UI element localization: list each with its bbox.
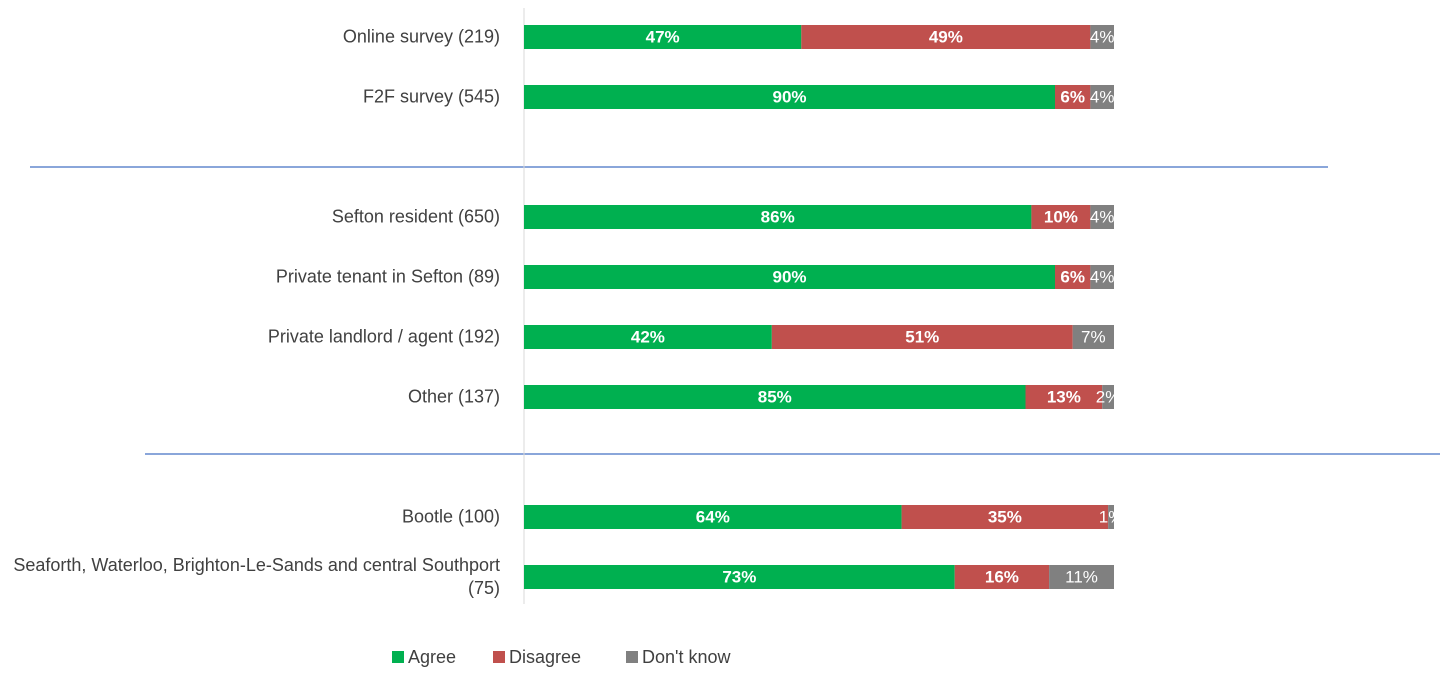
bar-segment xyxy=(1108,505,1114,529)
bar-segment xyxy=(1025,385,1103,409)
y-tick-label: Seaforth, Waterloo, Brighton-Le-Sands an… xyxy=(13,555,500,598)
bar-segment xyxy=(524,85,1055,109)
bar-segment xyxy=(1090,205,1114,229)
bar-segment xyxy=(1090,265,1114,289)
data-label: 11% xyxy=(1065,567,1098,586)
bar-segment xyxy=(524,325,772,349)
data-label: 16% xyxy=(985,567,1019,586)
y-tick-label: Sefton resident (650) xyxy=(331,206,500,227)
data-label: 47% xyxy=(646,27,680,46)
data-label: 1% xyxy=(1099,507,1124,526)
bar-segment xyxy=(1055,85,1091,109)
data-label: 42% xyxy=(631,327,665,346)
data-label: 73% xyxy=(722,567,756,586)
data-label: 64% xyxy=(696,507,730,526)
bar-segment xyxy=(901,505,1109,529)
legend-label: Don't know xyxy=(642,647,731,667)
legend-swatch xyxy=(493,651,505,663)
legend-swatch xyxy=(392,651,404,663)
data-label: 85% xyxy=(758,387,792,406)
legend-label: Disagree xyxy=(509,647,581,667)
y-tick-label: Private landlord / agent (192) xyxy=(267,326,500,347)
data-label: 6% xyxy=(1060,87,1085,106)
bar-segment xyxy=(1049,565,1114,589)
data-label: 51% xyxy=(905,327,939,346)
y-tick-label: Bootle (100) xyxy=(401,506,500,527)
data-label: 7% xyxy=(1081,327,1106,346)
y-tick-label: Private tenant in Sefton (89) xyxy=(275,266,500,287)
data-label: 2% xyxy=(1096,387,1121,406)
bar-segment xyxy=(1090,85,1114,109)
bar-segment xyxy=(524,205,1032,229)
data-label: 90% xyxy=(772,87,806,106)
bar-segment xyxy=(771,325,1073,349)
bar-segment xyxy=(1090,25,1114,49)
bar-segment xyxy=(524,25,802,49)
bar-segment xyxy=(524,385,1026,409)
data-label: 4% xyxy=(1090,27,1115,46)
y-tick-label: Online survey (219) xyxy=(342,26,500,47)
bar-segment xyxy=(1031,205,1091,229)
legend-label: Agree xyxy=(408,647,456,667)
y-tick-label: F2F survey (545) xyxy=(362,86,500,107)
data-label: 49% xyxy=(929,27,963,46)
data-label: 4% xyxy=(1090,207,1115,226)
bar-segment xyxy=(524,565,955,589)
legend-swatch xyxy=(626,651,638,663)
data-label: 35% xyxy=(988,507,1022,526)
data-label: 6% xyxy=(1060,267,1085,286)
data-label: 13% xyxy=(1047,387,1081,406)
bar-segment xyxy=(954,565,1050,589)
data-label: 90% xyxy=(772,267,806,286)
data-label: 86% xyxy=(761,207,795,226)
bar-segment xyxy=(1102,385,1114,409)
y-tick-label: Other (137) xyxy=(407,386,500,407)
data-label: 10% xyxy=(1044,207,1078,226)
bar-segment xyxy=(524,505,902,529)
bar-segment xyxy=(1072,325,1114,349)
bar-segment xyxy=(1055,265,1091,289)
bar-segment xyxy=(524,265,1055,289)
data-label: 4% xyxy=(1090,87,1115,106)
bar-segment xyxy=(801,25,1091,49)
data-label: 4% xyxy=(1090,267,1115,286)
